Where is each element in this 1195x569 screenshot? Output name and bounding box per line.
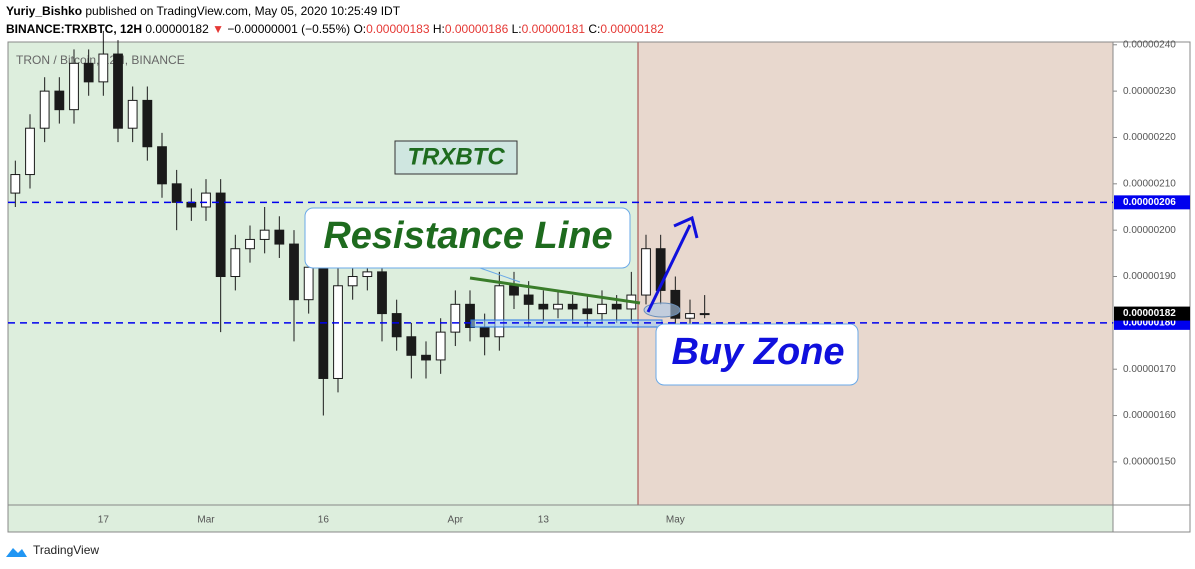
candle-body (465, 303, 475, 328)
candle-body (333, 285, 343, 379)
symbol: BINANCE:TRXBTC, 12H (6, 22, 142, 36)
candle-body (259, 229, 270, 240)
x-tick-label: Apr (448, 515, 464, 526)
candle-body (201, 192, 211, 208)
y-tick-label: 0.00000190 (1123, 271, 1176, 282)
candle-body (685, 313, 695, 319)
footer-brand: TradingView (33, 543, 99, 557)
candle-body (54, 90, 65, 111)
candle-body (215, 192, 226, 278)
o-label: O: (353, 22, 366, 36)
resistance-callout (304, 207, 631, 269)
candle-body (83, 62, 94, 83)
candle-body (98, 53, 109, 83)
marks (10, 30, 710, 416)
candle-body (494, 285, 505, 338)
published: published on TradingView.com, May 05, 20… (85, 4, 400, 18)
candle-body (25, 127, 35, 176)
trend-line (469, 276, 641, 305)
header-line-1: Yuriy_Bishko published on TradingView.co… (6, 4, 401, 18)
price-tag (1114, 195, 1190, 210)
candle-body (479, 326, 490, 338)
candle-body (171, 183, 182, 203)
candle-body (391, 313, 402, 338)
o-value: 0.00000183 (366, 22, 430, 36)
y-tick-label: 0.00000220 (1123, 132, 1176, 143)
candle-body (127, 99, 138, 129)
l-label: L: (512, 22, 522, 36)
candle-body (230, 248, 241, 278)
y-tick-label: 0.00000150 (1123, 457, 1176, 468)
brand-logo (6, 548, 27, 557)
candle-body (245, 238, 255, 250)
candle-body (10, 174, 21, 194)
x-tick-label: May (666, 515, 685, 526)
x-tick-label: Mar (197, 515, 215, 526)
frame (7, 41, 1191, 533)
red-zone (638, 42, 1113, 505)
price-tag-label: 0.00000180 (1123, 317, 1176, 328)
focus-ellipse (643, 302, 681, 318)
resistance-annotation: Resistance Line (323, 215, 612, 257)
current-price-tag (1114, 306, 1190, 321)
candle-body (450, 303, 461, 333)
buy-annotation: Buy Zone (671, 331, 844, 373)
x-tick-label: 13 (538, 515, 550, 526)
header-line-2: BINANCE:TRXBTC, 12H 0.00000182 ▼ −0.0000… (6, 22, 664, 36)
y-tick-label: 0.00000240 (1123, 39, 1176, 50)
arrow-head (673, 215, 699, 239)
h-label: H: (433, 22, 445, 36)
buy-callout (655, 323, 859, 386)
candle-body (157, 146, 167, 185)
x-tick-label: 16 (318, 515, 330, 526)
candle-body (509, 285, 519, 296)
y-tick-label: 0.00000230 (1123, 86, 1176, 97)
candle-body (362, 271, 373, 278)
candle-body (421, 354, 431, 361)
c-label: C: (588, 22, 600, 36)
candle-body (523, 294, 534, 305)
candle-body (582, 308, 593, 315)
change: −0.00000001 (−0.55%) (227, 22, 350, 36)
arrow: ▼ (212, 22, 224, 36)
candle-body (611, 303, 622, 310)
y-tick-label: 0.00000160 (1123, 410, 1176, 421)
c-value: 0.00000182 (600, 22, 664, 36)
candle-body (347, 276, 358, 287)
symbol-box (394, 140, 518, 175)
price-tag-label: 0.00000206 (1123, 197, 1176, 208)
l-value: 0.00000181 (522, 22, 586, 36)
callout-pointer (479, 267, 521, 283)
y-tick-label: 0.00000200 (1123, 225, 1176, 236)
candle-body (303, 266, 314, 301)
candle-body (538, 303, 549, 310)
author: Yuriy_Bishko (6, 4, 82, 18)
candle-body (435, 331, 446, 361)
candle-body (69, 62, 79, 111)
current-price-label: 0.00000182 (1123, 308, 1176, 319)
candle-body (597, 303, 607, 315)
h-value: 0.00000186 (445, 22, 509, 36)
candle-body (641, 248, 651, 296)
candle-body (553, 303, 563, 310)
time-axis-bg (8, 505, 1113, 532)
last: 0.00000182 (145, 22, 209, 36)
y-tick-label: 0.00000210 (1123, 178, 1176, 189)
candle-body (142, 99, 153, 148)
candle-body (567, 303, 578, 310)
candle-body (274, 229, 285, 245)
candle-body (289, 243, 299, 301)
y-tick-label: 0.00000170 (1123, 364, 1176, 375)
candle-body (699, 313, 710, 316)
symbol-annotation: TRXBTC (407, 143, 505, 170)
candle-body (377, 271, 387, 315)
candle-body (113, 53, 123, 129)
x-tick-label: 17 (98, 515, 110, 526)
candle-body (406, 336, 417, 356)
candle-body (655, 248, 666, 291)
up-arrow (646, 224, 692, 313)
candle-body (39, 90, 50, 129)
